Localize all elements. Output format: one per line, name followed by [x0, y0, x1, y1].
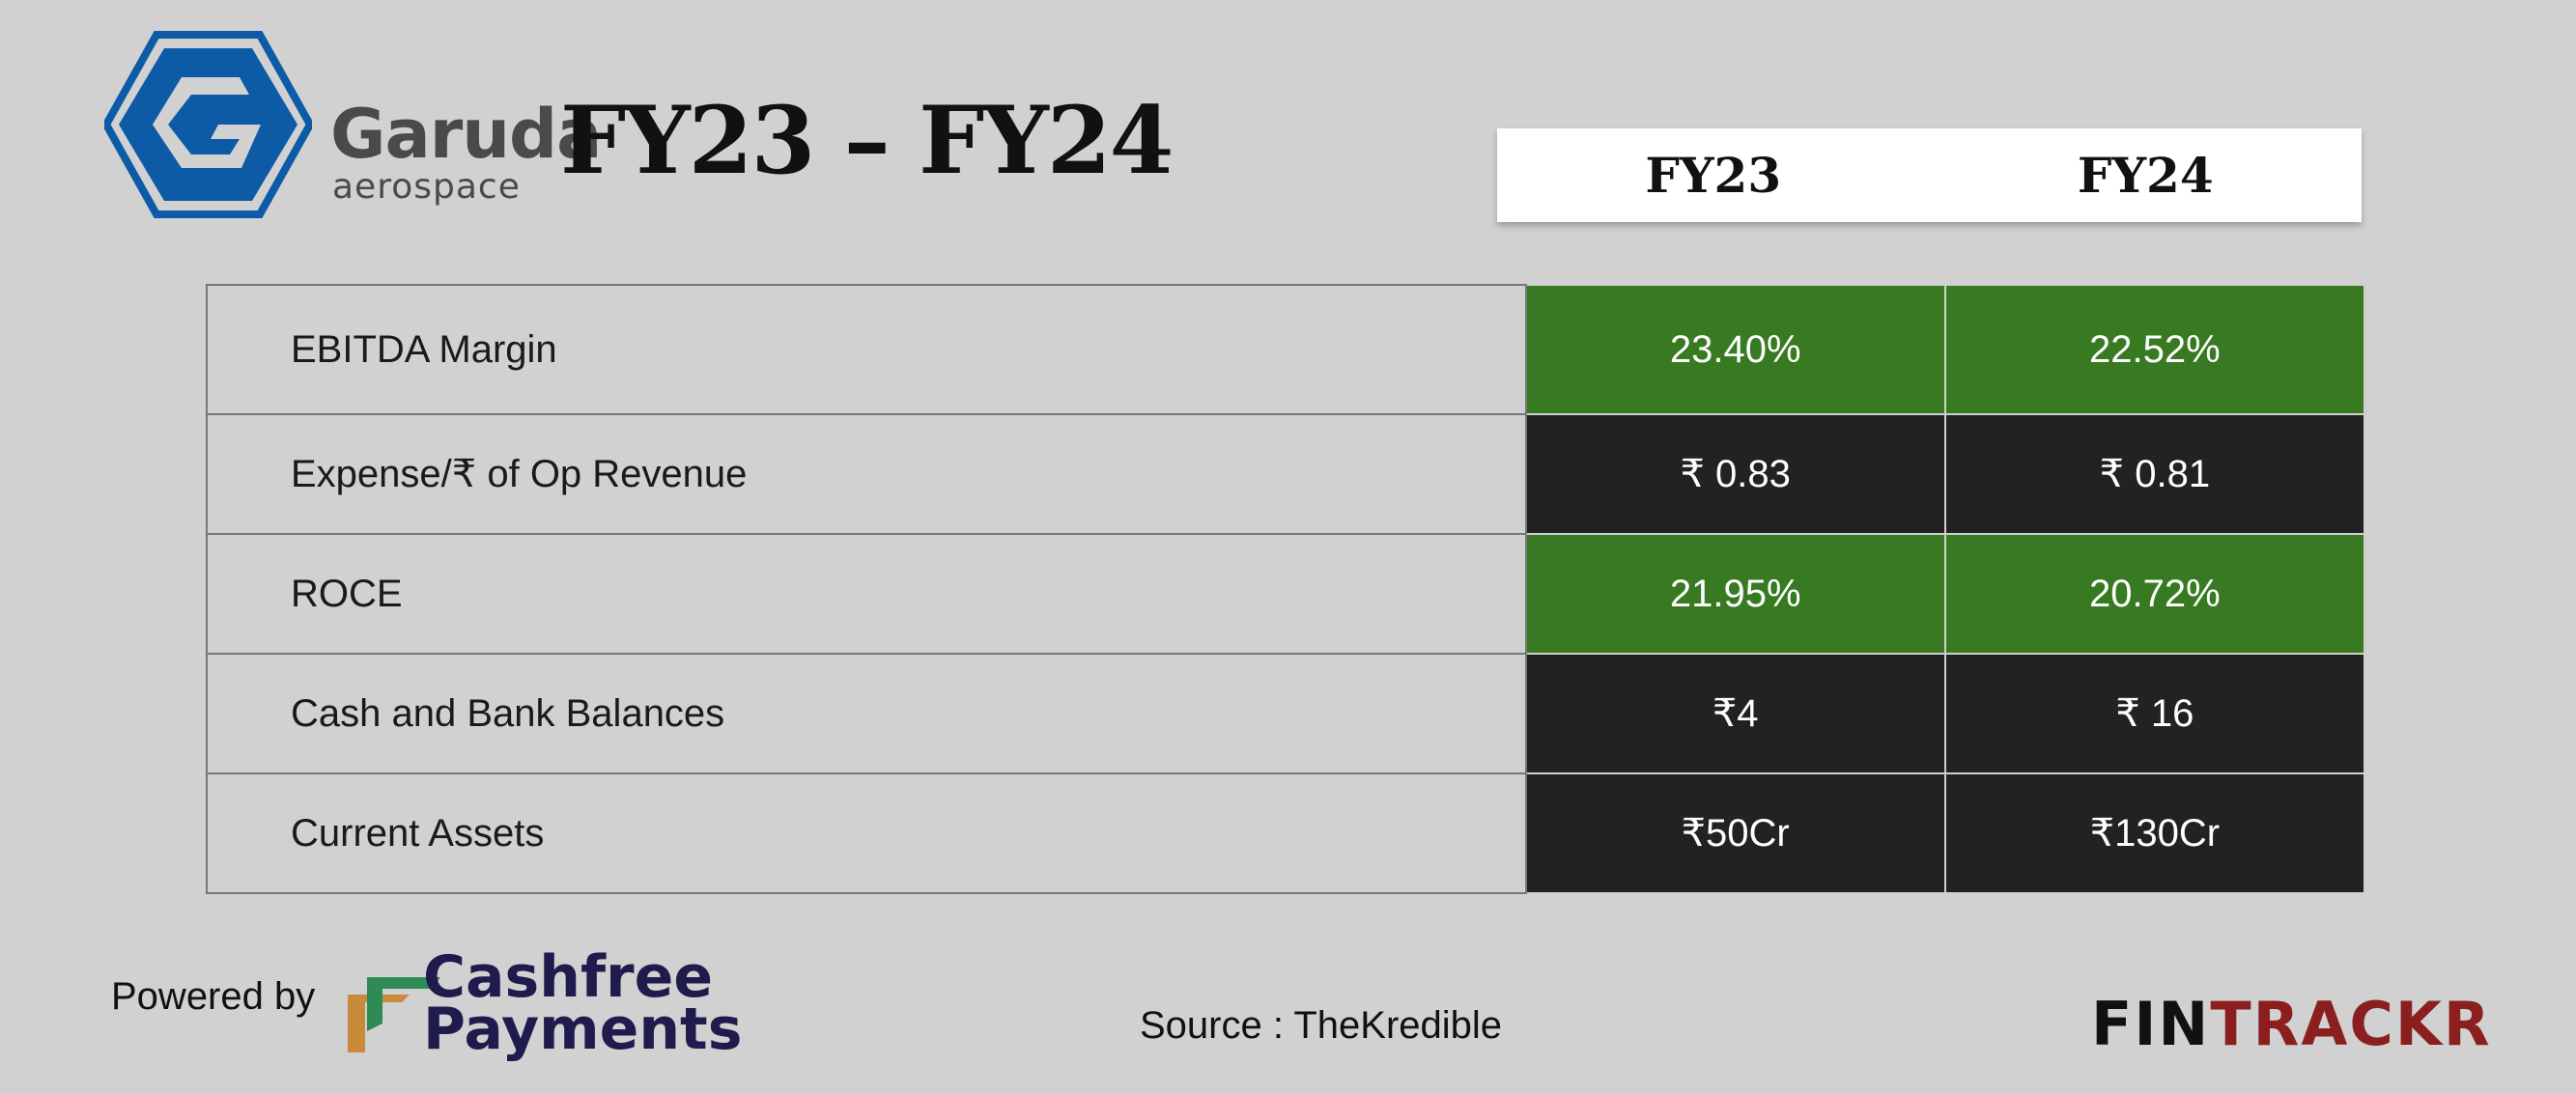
cashfree-logo-icon — [348, 977, 440, 1052]
table-row: Current Assets ₹50Cr ₹130Cr — [206, 772, 2366, 894]
fintrackr-part-b: TRACKR — [2210, 989, 2492, 1059]
table-row: ROCE 21.95% 20.72% — [206, 533, 2366, 655]
row-label: Current Assets — [206, 772, 1527, 894]
cell-fy24: 20.72% — [1943, 533, 2366, 655]
table-row: Cash and Bank Balances ₹4 ₹ 16 — [206, 653, 2366, 774]
cell-fy23: ₹50Cr — [1524, 772, 1946, 894]
brand-tagline: aerospace — [332, 167, 521, 207]
source-note: Source : TheKredible — [1140, 1004, 1503, 1047]
row-label: EBITDA Margin — [206, 284, 1527, 415]
cashfree-line2: Payments — [423, 996, 743, 1063]
cell-fy24: ₹ 0.81 — [1943, 413, 2366, 535]
row-label: Cash and Bank Balances — [206, 653, 1527, 774]
cashfree-wordmark: Cashfree Payments — [423, 943, 743, 1063]
page-title: FY23 – FY24 — [560, 86, 1174, 195]
fintrackr-logo: FINTRACKR — [2091, 995, 2492, 1054]
column-header-fy23: FY23 — [1645, 147, 1782, 204]
cell-fy24: ₹130Cr — [1943, 772, 2366, 894]
brand-name: Garuda — [330, 95, 602, 174]
cell-fy23: 23.40% — [1524, 284, 1946, 415]
year-header: FY23 FY24 — [1497, 128, 2362, 222]
row-label: ROCE — [206, 533, 1527, 655]
cell-fy23: ₹4 — [1524, 653, 1946, 774]
row-label: Expense/₹ of Op Revenue — [206, 413, 1527, 535]
cell-fy24: ₹ 16 — [1943, 653, 2366, 774]
metrics-table: EBITDA Margin 23.40% 22.52% Expense/₹ of… — [206, 284, 2366, 894]
cell-fy23: 21.95% — [1524, 533, 1946, 655]
column-header-fy24: FY24 — [2077, 147, 2214, 204]
table-row: Expense/₹ of Op Revenue ₹ 0.83 ₹ 0.81 — [206, 413, 2366, 535]
cashfree-line1: Cashfree — [423, 943, 714, 1011]
cell-fy24: 22.52% — [1943, 284, 2366, 415]
fintrackr-part-a: FIN — [2091, 989, 2211, 1059]
cell-fy23: ₹ 0.83 — [1524, 413, 1946, 535]
garuda-logo-icon — [104, 31, 312, 218]
powered-by-label: Powered by — [111, 975, 316, 1018]
table-row: EBITDA Margin 23.40% 22.52% — [206, 284, 2366, 415]
